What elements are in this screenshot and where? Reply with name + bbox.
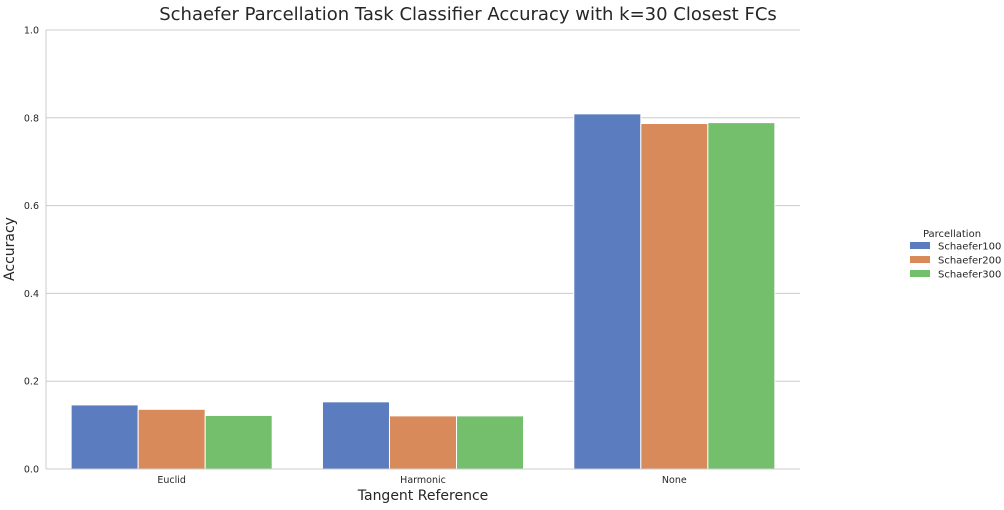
legend-swatch [910,242,930,249]
bar-schaefer100-none [573,113,642,470]
bar-schaefer200-euclid [137,408,206,470]
x-tick-label: None [662,475,687,486]
axes [45,30,800,470]
chart-title: Schaefer Parcellation Task Classifier Ac… [159,4,777,25]
y-tick-label: 1.0 [24,26,39,37]
legend-swatch [910,256,930,263]
legend-label: Schaefer100 [938,242,1001,253]
bar-schaefer300-harmonic [456,415,525,470]
legend-swatch [910,270,930,277]
legend-label: Schaefer200 [938,256,1001,267]
y-tick-label: 0.0 [24,465,39,476]
x-tick-label: Euclid [157,475,186,486]
y-tick-labels: 0.0 0.2 0.4 0.6 0.8 1.0 [24,26,39,476]
y-tick-label: 0.8 [24,113,39,124]
legend-label: Schaefer300 [938,270,1001,281]
bars [70,113,776,470]
y-tick-label: 0.4 [24,289,39,300]
x-axis-label: Tangent Reference [357,488,489,504]
bar-schaefer100-euclid [70,404,139,470]
legend: Parcellation Schaefer100 Schaefer200 Schae… [910,229,1001,281]
bar-schaefer300-euclid [204,414,273,470]
x-tick-label: Harmonic [400,475,446,486]
y-tick-label: 0.6 [24,201,39,212]
bar-schaefer300-none [707,122,776,470]
bar-schaefer200-harmonic [388,415,458,470]
bar-schaefer100-harmonic [321,401,390,470]
x-tick-labels: Euclid Harmonic None [157,475,686,486]
bar-schaefer200-none [640,123,709,470]
y-tick-label: 0.2 [24,377,39,388]
y-axis-label: Accuracy [2,217,18,281]
legend-title: Parcellation [923,229,981,240]
